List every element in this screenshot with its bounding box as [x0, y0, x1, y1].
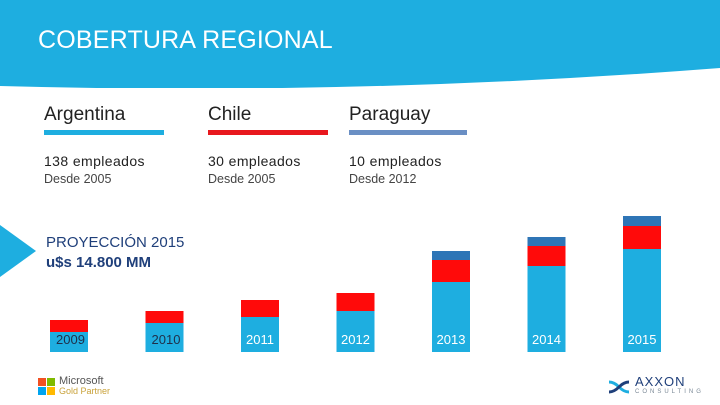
bar-segment-paraguay-2014: [527, 237, 566, 246]
axxon-logo: AXXON CONSULTING: [606, 374, 704, 397]
bar-year-label: 2009: [56, 332, 85, 347]
country-employees: 10 empleados: [349, 153, 442, 169]
country-since: Desde 2005: [208, 172, 276, 186]
country-paraguay: Paraguay 10 empleados Desde 2012: [349, 104, 499, 186]
microsoft-gold-partner-logo: Microsoft Gold Partner: [38, 376, 110, 396]
side-arrow-decoration: [0, 225, 36, 277]
bar-segment-argentina-2012: [336, 311, 375, 352]
bar-segment-argentina-2014: [527, 266, 566, 352]
bar-year-label: 2011: [246, 332, 274, 347]
country-color-bar: [349, 130, 467, 135]
bar-year-label: 2010: [152, 332, 181, 347]
bar-segment-chile-2011: [241, 300, 279, 317]
microsoft-logo-text: Microsoft: [59, 375, 104, 387]
projection-amount: u$s 14.800 MM: [46, 254, 152, 271]
bar-year-label: 2012: [341, 332, 370, 347]
bar-year-label: 2013: [437, 332, 466, 347]
bar-segment-argentina-2010: [145, 323, 184, 352]
bar-segment-argentina-2009: [50, 332, 88, 352]
bar-year-label: 2014: [532, 332, 561, 347]
bar-segment-chile-2010: [145, 311, 184, 323]
bar-segment-chile-2009: [50, 320, 88, 332]
header-banner: COBERTURA REGIONAL: [0, 0, 720, 88]
axxon-logo-icon: [608, 380, 630, 394]
bar-segment-paraguay-2015: [623, 216, 661, 226]
country-color-bar: [44, 130, 164, 135]
projection-label: PROYECCIÓN 2015 u$s 14.800 MM: [46, 234, 184, 271]
country-name: Chile: [208, 104, 252, 125]
projection-title: PROYECCIÓN 2015: [46, 234, 185, 251]
microsoft-partner-text: Gold Partner: [59, 386, 111, 396]
bar-year-label: 2015: [628, 332, 657, 347]
country-color-bar: [208, 130, 328, 135]
country-employees: 30 empleados: [208, 153, 301, 169]
bar-segment-chile-2013: [432, 260, 470, 282]
bar-segment-argentina-2015: [623, 249, 661, 352]
axxon-tagline-text: CONSULTING: [635, 389, 704, 395]
country-argentina: Argentina 138 empleados Desde 2005: [44, 104, 194, 186]
header-background: [0, 0, 720, 88]
country-chile: Chile 30 empleados Desde 2005: [208, 104, 358, 186]
revenue-bar-chart: 2009 2010 2011 2012 2013 2014 2015: [50, 216, 661, 352]
bar-segment-chile-2014: [527, 246, 566, 266]
microsoft-logo-icon: [38, 377, 55, 395]
country-since: Desde 2012: [349, 172, 417, 186]
bar-segment-argentina-2011: [241, 317, 279, 352]
country-name: Argentina: [44, 104, 126, 125]
country-employees: 138 empleados: [44, 153, 145, 169]
bar-segment-chile-2012: [336, 293, 375, 311]
bar-segment-chile-2015: [623, 226, 661, 249]
bar-segment-paraguay-2013: [432, 251, 470, 260]
axxon-logo-text: AXXON: [635, 374, 686, 389]
country-since: Desde 2005: [44, 172, 112, 186]
country-name: Paraguay: [349, 104, 431, 125]
page-title: COBERTURA REGIONAL: [38, 26, 333, 54]
bar-segment-argentina-2013: [432, 282, 470, 352]
